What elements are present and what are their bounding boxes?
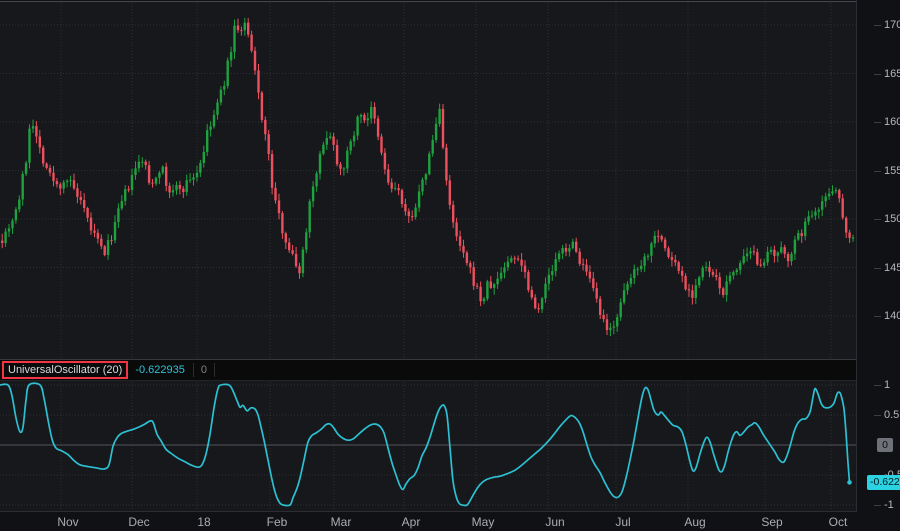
oscillator-last-dot — [847, 480, 852, 485]
axis-tick-mark — [874, 121, 881, 123]
indicator-legend: UniversalOscillator (20) -0.622935 0 — [0, 360, 856, 380]
axis-tick-mark — [874, 267, 881, 269]
axis-tick-mark — [874, 414, 881, 416]
oscillator-axis-label: 1 — [884, 379, 891, 391]
price-axis-label: 155 — [884, 165, 900, 177]
month-label-mar: Mar — [330, 515, 352, 529]
oscillator-zero-badge: 0 — [877, 438, 893, 452]
axis-tick-mark — [874, 24, 881, 26]
price-axis-label: 170 — [884, 19, 900, 31]
price-axis-label: 165 — [884, 68, 900, 80]
price-axis[interactable]: 0 -0.6229 17016516015515014514010.5-0.5-… — [857, 0, 900, 512]
month-label-jul: Jul — [615, 515, 631, 529]
month-label-dec: Dec — [128, 515, 150, 529]
time-axis[interactable]: Nov Dec 18 Feb Mar Apr May Jun Jul Aug Sep Oct — [0, 512, 900, 531]
oscillator-pane[interactable] — [0, 381, 856, 511]
month-label-aug: Aug — [684, 515, 706, 529]
month-label-sep: Sep — [761, 515, 783, 529]
price-axis-label: 145 — [884, 262, 900, 274]
month-label-18: 18 — [197, 515, 211, 529]
oscillator-value-badge: -0.6229 — [867, 475, 900, 490]
axis-tick-mark — [874, 384, 881, 386]
oscillator-axis-label: -1 — [884, 499, 894, 511]
price-pane[interactable] — [0, 2, 856, 359]
axis-tick-mark — [874, 73, 881, 75]
month-label-oct: Oct — [828, 515, 848, 529]
month-label-nov: Nov — [57, 515, 79, 529]
oscillator-axis-label: 0.5 — [884, 409, 900, 421]
candles — [1, 17, 855, 337]
axis-tick-mark — [874, 218, 881, 220]
month-label-may: May — [471, 515, 495, 529]
oscillator-series — [0, 382, 852, 507]
indicator-extra-value: 0 — [192, 363, 215, 377]
price-axis-label: 140 — [884, 310, 900, 322]
axis-tick-mark — [874, 315, 881, 317]
month-label-jun: Jun — [545, 515, 565, 529]
month-label-apr: Apr — [401, 515, 421, 529]
price-axis-label: 160 — [884, 116, 900, 128]
indicator-title[interactable]: UniversalOscillator (20) — [2, 361, 129, 379]
axis-tick-mark — [874, 504, 881, 506]
month-label-feb: Feb — [266, 515, 288, 529]
price-axis-label: 150 — [884, 213, 900, 225]
indicator-value: -0.622935 — [135, 364, 185, 376]
axis-tick-mark — [874, 170, 881, 172]
